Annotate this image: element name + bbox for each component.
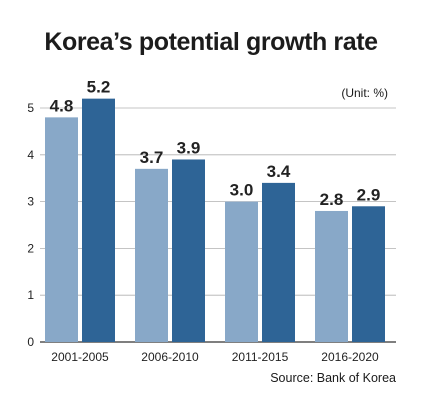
bar-2001-2005-series-1 [45, 117, 78, 342]
bar-2011-2015-series-2 [262, 182, 295, 342]
data-label: 3.4 [267, 162, 291, 181]
y-tick-label: 5 [27, 101, 34, 115]
data-label: 3.9 [177, 138, 201, 157]
x-category-label: 2001-2005 [51, 350, 109, 364]
x-category-label: 2016-2020 [321, 350, 379, 364]
chart-title: Korea’s potential growth rate [44, 28, 378, 56]
x-category-label: 2006-2010 [141, 350, 199, 364]
bar-2006-2010-series-1 [135, 168, 168, 342]
source-note: Source: Bank of Korea [270, 371, 396, 385]
data-label: 2.9 [357, 185, 381, 204]
data-label: 2.8 [320, 190, 344, 209]
data-label: 3.7 [140, 148, 164, 167]
data-label: 3.0 [230, 181, 254, 200]
data-label: 4.8 [50, 96, 74, 115]
bar-2006-2010-series-2 [172, 159, 205, 342]
data-label: 5.2 [87, 78, 111, 97]
y-tick-label: 2 [27, 241, 34, 255]
unit-label: (Unit: %) [341, 86, 388, 100]
bar-2016-2020-series-1 [315, 210, 348, 342]
bar-2011-2015-series-1 [225, 201, 258, 342]
y-tick-label: 4 [27, 148, 34, 162]
x-category-label: 2011-2015 [232, 350, 289, 364]
bar-2001-2005-series-2 [82, 98, 115, 342]
y-tick-label: 1 [27, 288, 34, 302]
y-tick-label: 0 [27, 335, 34, 349]
y-tick-label: 3 [27, 195, 34, 209]
bar-2016-2020-series-2 [352, 206, 385, 342]
